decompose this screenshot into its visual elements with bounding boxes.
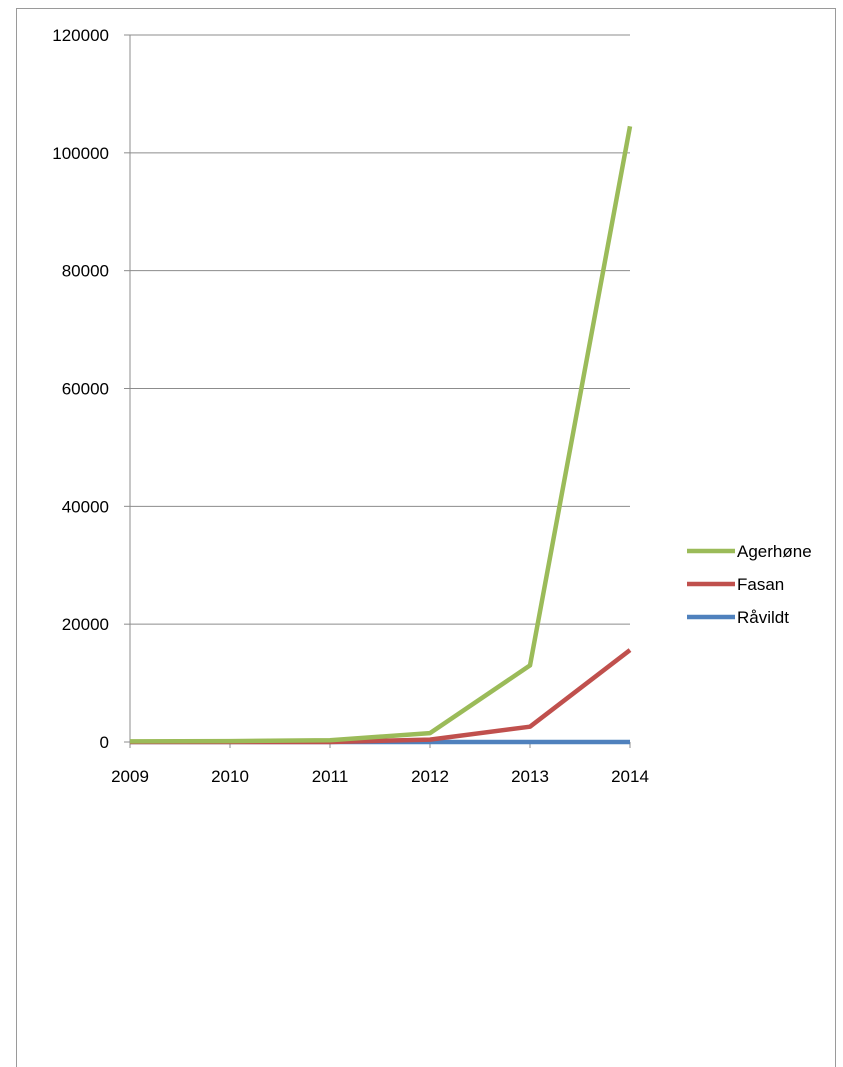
series-lines — [129, 125, 633, 745]
legend-label: Agerhøne — [737, 542, 812, 561]
grid-lines — [130, 34, 630, 625]
legend-label: Fasan — [737, 575, 784, 594]
series-line — [130, 648, 632, 745]
y-tick-label: 120000 — [52, 26, 109, 45]
x-tick-label: 2014 — [611, 767, 649, 786]
series-line — [129, 125, 633, 744]
legend-label: Råvildt — [737, 608, 789, 627]
chart-frame — [16, 8, 836, 1067]
x-tick-label: 2011 — [312, 767, 349, 786]
axes: 0 20000 40000 60000 80000 100000 120000 2009 201… — [52, 26, 649, 786]
x-tick-label: 2010 — [211, 767, 249, 786]
y-tick-label: 60000 — [62, 380, 109, 399]
legend: Agerhøne Fasan Råvildt — [687, 542, 812, 627]
y-tick-label: 80000 — [62, 262, 109, 281]
y-tick-label: 40000 — [62, 497, 109, 516]
x-tick-label: 2009 — [111, 767, 149, 786]
y-tick-label: 100000 — [52, 144, 109, 163]
y-tick-label: 20000 — [62, 615, 109, 634]
y-tick-label: 0 — [100, 733, 109, 752]
x-tick-label: 2012 — [411, 767, 449, 786]
x-tick-label: 2013 — [511, 767, 549, 786]
